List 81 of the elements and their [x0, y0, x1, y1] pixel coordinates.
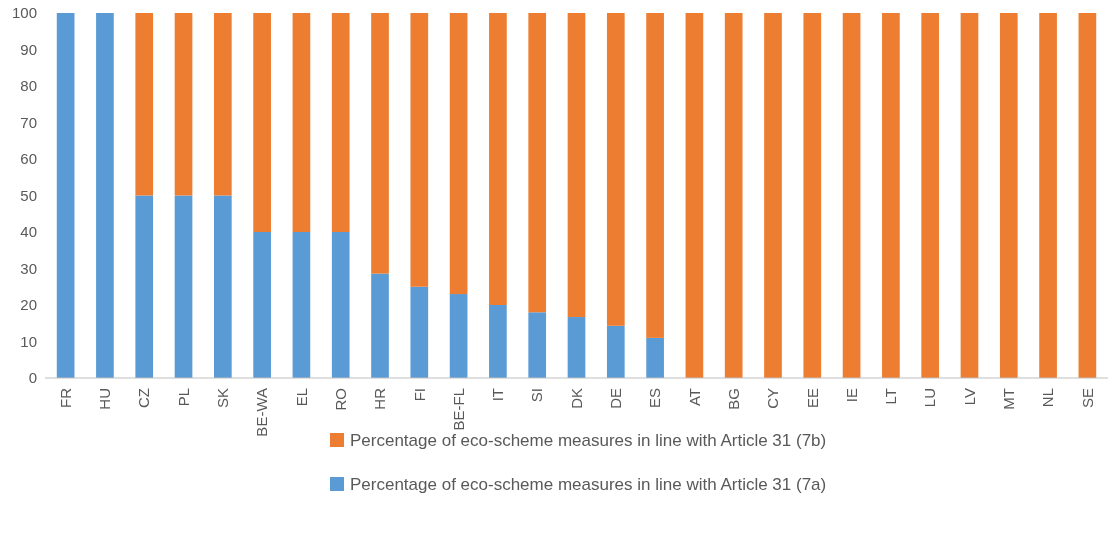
bar — [174, 195, 193, 378]
x-tick-label: SE — [1078, 388, 1096, 409]
bar — [960, 13, 979, 378]
bar — [489, 13, 507, 305]
x-tick-label: NL — [1039, 388, 1057, 408]
bar — [646, 13, 664, 338]
bar — [489, 305, 507, 378]
x-tick-label: MT — [1000, 388, 1018, 410]
bar — [764, 13, 782, 378]
bar — [606, 325, 625, 378]
legend-label: Percentage of eco-scheme measures in line with Article 31 (7a) — [350, 474, 827, 494]
x-tick-label: CY — [764, 388, 782, 409]
bar — [449, 13, 468, 295]
bar — [331, 232, 350, 378]
x-tick-label: IE — [842, 388, 860, 403]
bar — [135, 195, 154, 378]
bar — [803, 13, 822, 378]
y-tick-label: 0 — [28, 369, 37, 387]
x-tick-label: EE — [803, 388, 821, 409]
x-tick-label: HR — [371, 387, 389, 410]
bar — [1078, 13, 1097, 378]
bar — [56, 13, 75, 378]
bar — [292, 232, 311, 378]
y-tick-label: 80 — [20, 77, 37, 95]
x-tick-label: FR — [56, 387, 74, 408]
x-tick-label: IT — [489, 388, 507, 402]
x-tick-label: DE — [607, 388, 625, 409]
bar — [213, 13, 232, 196]
bar — [449, 294, 468, 378]
bar — [96, 13, 114, 378]
y-tick-label: 20 — [20, 296, 37, 314]
x-tick-label: EL — [292, 388, 310, 407]
bar — [528, 312, 547, 378]
bar — [646, 337, 664, 378]
bar — [410, 13, 429, 287]
x-tick-label: BG — [724, 388, 742, 410]
x-tick-label: BE-WA — [253, 388, 271, 437]
bar — [410, 286, 429, 378]
bar — [528, 13, 547, 313]
x-tick-label: PL — [174, 388, 192, 407]
bar — [371, 273, 389, 378]
x-tick-label: CZ — [135, 388, 153, 408]
bar — [842, 13, 861, 378]
y-tick-label: 30 — [20, 259, 37, 277]
bar — [567, 317, 586, 378]
bar — [292, 13, 311, 232]
bar — [253, 13, 271, 232]
x-tick-label: AT — [685, 388, 703, 407]
x-tick-label: LU — [921, 388, 939, 408]
bar — [135, 13, 154, 196]
y-tick-label: 60 — [20, 150, 37, 168]
x-tick-label: LT — [882, 388, 900, 405]
x-tick-label: SI — [528, 388, 546, 403]
bar — [253, 232, 271, 378]
y-tick-label: 40 — [20, 223, 37, 241]
bar — [999, 13, 1018, 378]
bar — [685, 13, 704, 378]
bar — [371, 13, 389, 274]
bar — [921, 13, 940, 378]
y-tick-label: 10 — [20, 332, 37, 350]
bar — [1039, 13, 1057, 378]
bar — [567, 13, 586, 318]
x-tick-label: HU — [96, 388, 114, 410]
y-tick-label: 70 — [20, 113, 37, 131]
y-tick-label: 90 — [20, 40, 37, 58]
y-tick-label: 50 — [20, 186, 37, 204]
x-tick-label: LV — [960, 388, 978, 406]
x-tick-label: SK — [214, 388, 232, 409]
x-tick-label: FI — [410, 388, 428, 402]
x-tick-label: RO — [331, 388, 349, 411]
y-tick-label: 100 — [11, 4, 37, 22]
bar — [331, 13, 350, 232]
bar — [724, 13, 743, 378]
x-tick-label: BE-FL — [449, 388, 467, 431]
bar — [174, 13, 193, 196]
bar — [606, 13, 625, 326]
x-tick-label: DK — [567, 388, 585, 409]
bar — [213, 195, 232, 378]
x-tick-label: ES — [646, 388, 664, 409]
bar — [882, 13, 900, 378]
legend-label: Percentage of eco-scheme measures in line with Article 31 (7b) — [350, 430, 827, 450]
